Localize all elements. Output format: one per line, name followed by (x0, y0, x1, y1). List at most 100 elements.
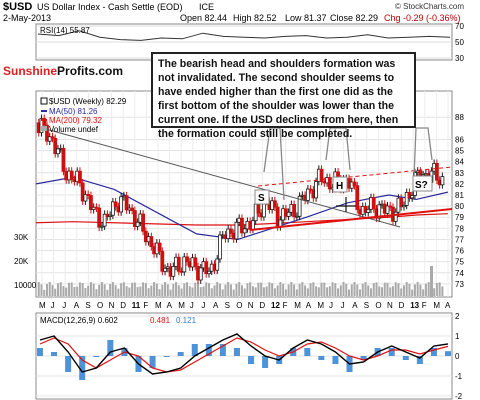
price-bar (163, 267, 167, 272)
label-head: H (336, 181, 343, 192)
volume-bar (339, 285, 342, 296)
price-bar (292, 204, 297, 218)
macd-tick-label: -2 (455, 392, 463, 400)
price-bar (327, 177, 332, 190)
volume-bar (301, 282, 304, 296)
volume-bar (213, 285, 216, 296)
volume-bar (87, 285, 90, 296)
volume-bar (416, 282, 419, 296)
neckline (249, 208, 453, 231)
volume-bar (40, 284, 43, 296)
rsi-tick-label: 50 (455, 38, 464, 47)
volume-bar (389, 287, 392, 296)
volume-bar (70, 282, 73, 296)
price-bar (410, 195, 415, 199)
x-tick-label: M (178, 301, 185, 310)
volume-bar (147, 288, 150, 296)
annotation-callout: The bearish head and shoulders formation… (151, 52, 416, 140)
macd-histogram-bar (51, 352, 58, 356)
left-shoulder-bracket (263, 127, 285, 201)
legend-ma200: MA(200) 79.32 (49, 116, 102, 125)
volume-bars (37, 282, 444, 296)
volume-bar (186, 282, 189, 296)
y-tick-label: 83 (455, 169, 464, 178)
price-bar (229, 228, 233, 234)
x-tick-label: N (109, 301, 115, 310)
x-tick-label: A (445, 301, 451, 310)
volume-bar (262, 287, 265, 296)
volume-bar (367, 285, 370, 296)
price-bar (124, 195, 129, 211)
macd-histogram-bar (430, 348, 437, 356)
macd-histogram-bar (191, 344, 198, 356)
price-bar (56, 148, 60, 155)
volume-bar (164, 282, 167, 296)
volume-bar (166, 284, 169, 296)
macd-histogram-bar (248, 356, 255, 364)
volume-bar (309, 283, 312, 296)
x-tick-label: S (364, 301, 369, 310)
volume-bar (364, 282, 367, 296)
x-tick-label: J (201, 301, 205, 310)
volume-bar (43, 289, 46, 296)
high-value: High 82.52 (233, 13, 277, 23)
volume-bar (375, 282, 378, 296)
price-bar (113, 201, 118, 208)
volume-bar (337, 288, 340, 296)
volume-bar (169, 289, 172, 296)
x-tick-label: O (375, 301, 381, 310)
x-tick-label: O (97, 301, 103, 310)
descending-trendline (41, 127, 401, 228)
volume-bar (348, 289, 351, 296)
macd-histogram-bar (79, 356, 86, 380)
volume-bar (142, 282, 145, 296)
volume-bar (197, 282, 200, 296)
volume-bar (194, 282, 197, 296)
volume-bar (89, 282, 92, 296)
label-right-shoulder: S? (415, 180, 428, 191)
x-tick-label: M (39, 301, 46, 310)
volume-bar (59, 282, 62, 296)
x-tick-label: S (225, 301, 230, 310)
volume-bar (271, 283, 274, 296)
volume-bar (424, 283, 427, 296)
volume-bar (199, 287, 202, 296)
volume-bar (419, 284, 422, 296)
volume-bar (210, 288, 213, 296)
price-bar (388, 205, 393, 208)
price-bar (171, 265, 176, 277)
price-bar (226, 228, 231, 239)
price-bar (89, 195, 93, 210)
y-tick-label: 81 (455, 191, 464, 200)
x-tick-label: F (283, 301, 288, 310)
volume-bar (345, 283, 348, 296)
legend-volume: Volume undef (49, 125, 99, 134)
volume-bar (98, 284, 101, 296)
price-bar (218, 234, 222, 260)
price-bar (160, 250, 165, 272)
volume-bar (400, 288, 403, 296)
volume-bar (249, 282, 252, 296)
volume-bar (243, 288, 246, 296)
price-bar (102, 213, 107, 227)
price-bar (130, 207, 135, 211)
price-bar (251, 220, 255, 230)
macd-histogram-bar (262, 356, 269, 368)
price-bar (182, 256, 187, 273)
x-tick-label: A (352, 301, 358, 310)
volume-bar (128, 287, 131, 296)
macd-tick-label: 2 (455, 312, 460, 321)
volume-bar (56, 283, 59, 296)
volume-bar (246, 283, 249, 296)
macd-histogram-bar (402, 356, 409, 360)
volume-bar (438, 282, 441, 296)
volume-bar (235, 283, 238, 296)
volume-bar (51, 285, 54, 296)
x-tick-label: A (306, 301, 312, 310)
price-bar (42, 118, 47, 126)
price-bar (141, 213, 145, 232)
volume-bar (290, 282, 293, 296)
price-bar (132, 210, 137, 227)
volume-bar (353, 282, 356, 296)
